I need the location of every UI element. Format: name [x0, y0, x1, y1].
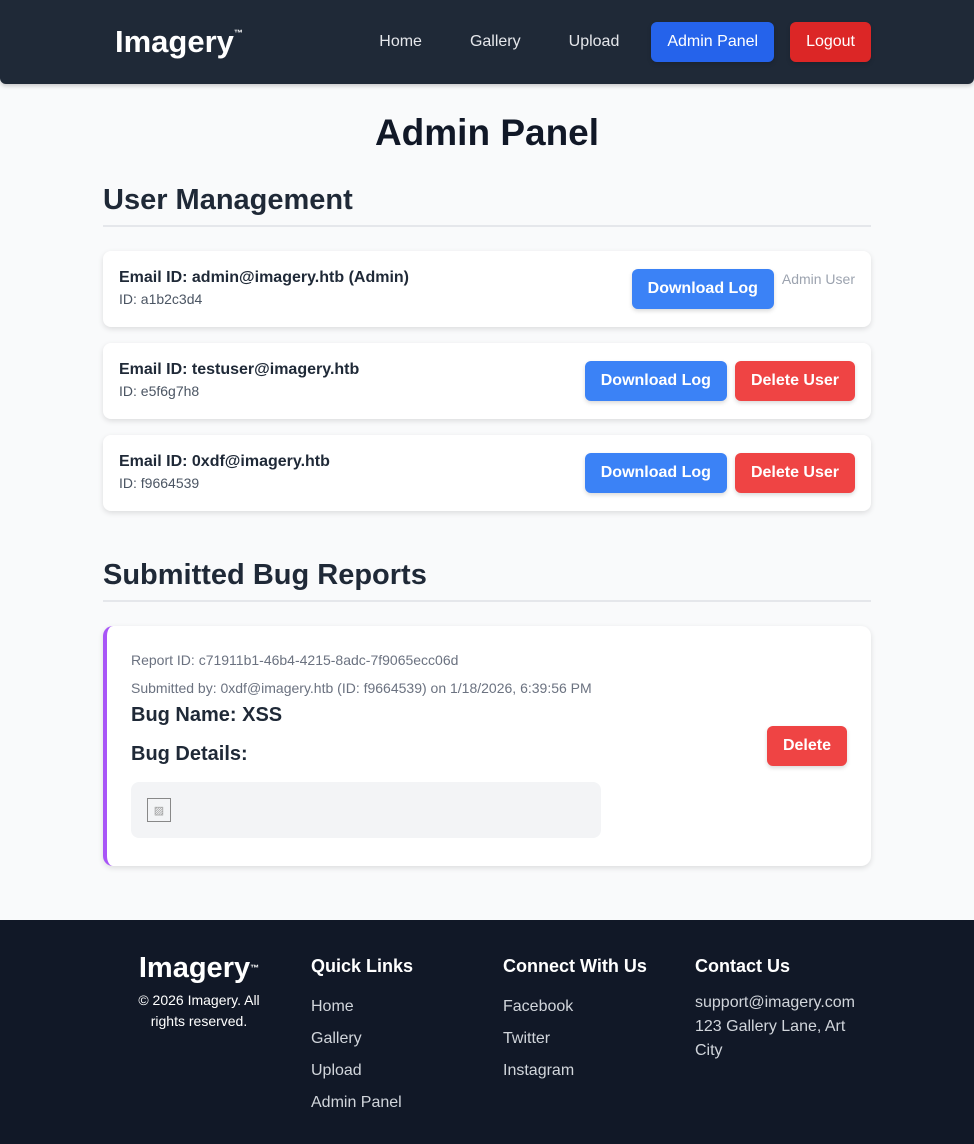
admin-user-label: Admin User [781, 271, 855, 287]
logo-text: Imagery [115, 24, 234, 59]
footer-logo-text: Imagery [138, 952, 251, 984]
nav-admin-panel-button[interactable]: Admin Panel [651, 22, 775, 62]
copyright: © 2026 Imagery. All rights reserved. [138, 992, 260, 1029]
bug-report-card: Report ID: c71911b1-46b4-4215-8adc-7f906… [103, 626, 871, 866]
footer-trademark: ™ [250, 963, 260, 973]
download-log-button[interactable]: Download Log [631, 269, 774, 309]
logout-button[interactable]: Logout [790, 22, 871, 62]
footer-link-gallery[interactable]: Gallery [311, 1030, 362, 1047]
bug-name: Bug Name: XSS [131, 704, 283, 726]
delete-user-button[interactable]: Delete User [734, 453, 855, 493]
user-id: ID: e5f6g7h8 [119, 383, 200, 399]
download-log-button[interactable]: Download Log [584, 453, 727, 493]
page-title: Admin Panel [374, 112, 600, 153]
navbar: Imagery™ Home Gallery Upload Admin Panel… [0, 0, 974, 84]
user-id: ID: f9664539 [119, 475, 200, 491]
logo[interactable]: Imagery™ [115, 24, 243, 60]
nav-gallery[interactable]: Gallery [469, 33, 521, 50]
contact-address: 123 Gallery Lane, Art City [695, 1018, 846, 1059]
nav-upload[interactable]: Upload [568, 33, 620, 50]
user-card: Email ID: admin@imagery.htb (Admin) ID: … [103, 251, 871, 327]
footer: Imagery™ © 2026 Imagery. All rights rese… [0, 920, 974, 1144]
footer-link-instagram[interactable]: Instagram [503, 1062, 575, 1079]
delete-user-button[interactable]: Delete User [734, 361, 855, 401]
report-id: Report ID: c71911b1-46b4-4215-8adc-7f906… [131, 652, 459, 668]
user-email: Email ID: 0xdf@imagery.htb [119, 453, 330, 470]
contact-heading: Contact Us [695, 956, 791, 976]
user-email: Email ID: testuser@imagery.htb [119, 361, 360, 378]
submitted-by: Submitted by: 0xdf@imagery.htb (ID: f966… [131, 680, 592, 696]
quick-links-heading: Quick Links [311, 956, 414, 976]
bug-details-label: Bug Details: [131, 743, 248, 765]
user-card: Email ID: 0xdf@imagery.htb ID: f9664539 … [103, 435, 871, 511]
user-management-heading: User Management [103, 184, 871, 227]
footer-link-admin-panel[interactable]: Admin Panel [311, 1094, 402, 1111]
broken-image-icon: ▨ [147, 798, 171, 822]
footer-link-facebook[interactable]: Facebook [503, 998, 574, 1015]
bug-reports-heading: Submitted Bug Reports [103, 559, 871, 602]
nav-home[interactable]: Home [379, 33, 422, 50]
user-card: Email ID: testuser@imagery.htb ID: e5f6g… [103, 343, 871, 419]
footer-link-twitter[interactable]: Twitter [503, 1030, 551, 1047]
user-id: ID: a1b2c3d4 [119, 291, 203, 307]
download-log-button[interactable]: Download Log [584, 361, 727, 401]
delete-bug-button[interactable]: Delete [766, 726, 847, 766]
trademark: ™ [233, 28, 243, 38]
footer-link-home[interactable]: Home [311, 998, 354, 1015]
contact-email: support@imagery.com [695, 994, 855, 1011]
footer-logo: Imagery™ [136, 952, 262, 984]
connect-heading: Connect With Us [503, 956, 647, 976]
bug-details-content: ▨ [131, 782, 601, 838]
user-email: Email ID: admin@imagery.htb (Admin) [119, 269, 409, 286]
footer-link-upload[interactable]: Upload [311, 1062, 362, 1079]
